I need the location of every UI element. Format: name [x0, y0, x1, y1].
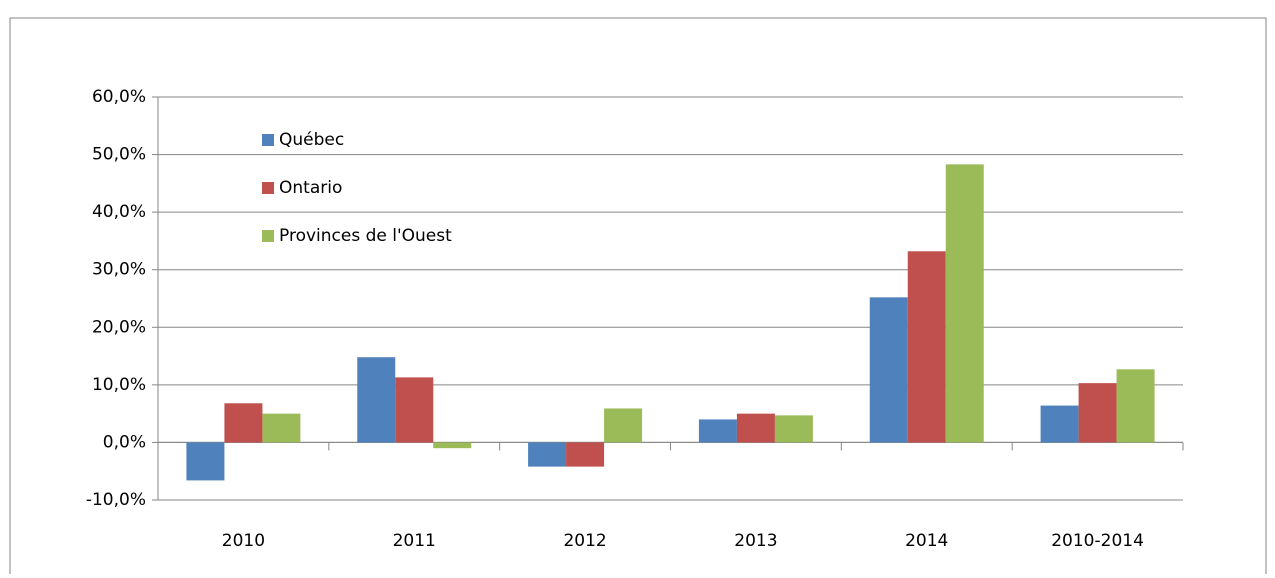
bar — [395, 377, 434, 443]
bar — [566, 442, 605, 467]
legend-swatch — [262, 230, 274, 242]
y-tick-label: 60,0% — [92, 87, 146, 107]
bar — [736, 413, 775, 443]
x-tick-label: 2010 — [222, 531, 265, 551]
x-tick-label: 2013 — [734, 531, 777, 551]
legend-label: Provinces de l'Ouest — [279, 226, 452, 246]
bar — [869, 297, 908, 443]
x-tick-label: 2014 — [905, 531, 948, 551]
chart-border — [9, 17, 1267, 578]
bar — [262, 413, 301, 443]
bar — [528, 442, 567, 467]
y-tick-label: 50,0% — [92, 145, 146, 165]
y-tick-label: 20,0% — [92, 317, 146, 337]
legend-swatch — [262, 182, 274, 194]
bar — [224, 403, 263, 443]
bar — [1116, 369, 1155, 443]
bar — [433, 442, 472, 449]
bar — [604, 408, 643, 443]
bar — [1078, 383, 1117, 443]
bar — [1040, 405, 1079, 443]
y-tick-label: 30,0% — [92, 260, 146, 280]
y-tick-label: 0,0% — [103, 432, 146, 452]
y-tick-label: 10,0% — [92, 375, 146, 395]
bar — [357, 357, 396, 443]
x-tick-label: 2010-2014 — [1051, 531, 1144, 551]
bar — [945, 164, 984, 443]
x-tick-label: 2011 — [393, 531, 436, 551]
legend-label: Québec — [279, 130, 344, 150]
y-tick-label: -10,0% — [86, 490, 146, 510]
y-tick-label: 40,0% — [92, 202, 146, 222]
bar — [774, 415, 813, 443]
legend-label: Ontario — [279, 178, 342, 198]
bar — [186, 442, 225, 481]
bar — [907, 251, 946, 443]
x-tick-label: 2012 — [563, 531, 606, 551]
legend-swatch — [262, 134, 274, 146]
bar — [698, 419, 737, 443]
